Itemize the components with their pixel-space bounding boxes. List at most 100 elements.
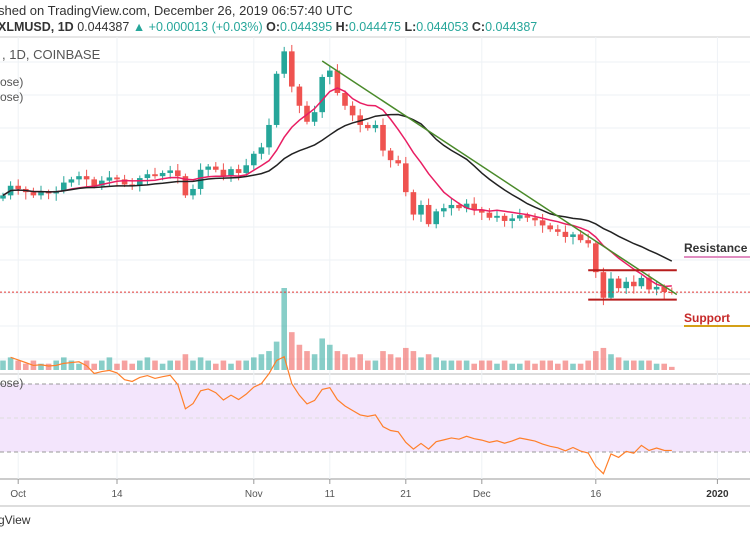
- volume-bar: [653, 363, 660, 370]
- candle-body: [114, 177, 120, 180]
- volume-bar: [372, 360, 379, 370]
- candle-body: [600, 272, 607, 298]
- volume-bar: [395, 357, 401, 370]
- volume-bar: [175, 360, 181, 370]
- candle-body: [243, 165, 249, 173]
- resistance-trendline: [321, 60, 678, 296]
- candle-body: [190, 188, 196, 196]
- volume-bar: [304, 351, 310, 370]
- volume-bar: [577, 363, 584, 370]
- volume-bar: [669, 366, 675, 370]
- volume-bar: [38, 363, 44, 370]
- candle-body: [182, 176, 189, 196]
- volume-bar: [365, 360, 371, 370]
- candle-body: [425, 204, 432, 225]
- candle-body: [577, 234, 584, 241]
- candle-body: [0, 195, 6, 199]
- candle-body: [266, 124, 272, 148]
- candle-body: [38, 192, 44, 196]
- candle-body: [593, 243, 599, 273]
- candle-body: [463, 203, 470, 209]
- volume-bar: [159, 363, 166, 370]
- candle-body: [228, 169, 234, 177]
- volume-bar: [570, 363, 576, 370]
- high-label: H:: [335, 20, 349, 34]
- volume-bar: [410, 351, 417, 370]
- volume-bar: [99, 360, 105, 370]
- volume-bar: [418, 357, 424, 370]
- volume-bar: [121, 360, 128, 370]
- candle-body: [372, 124, 379, 129]
- candle-body: [144, 174, 151, 179]
- x-tick-label: 16: [590, 489, 602, 500]
- volume-bar: [501, 360, 508, 370]
- low-value: 0.044053: [416, 20, 469, 34]
- candle-body: [342, 92, 348, 106]
- volume-bar: [296, 344, 303, 370]
- volume-bar: [608, 354, 614, 370]
- candle-body: [494, 215, 500, 218]
- candle-body: [91, 179, 97, 186]
- volume-bar: [197, 357, 204, 370]
- symbol-label: XLMUSD, 1D: [0, 20, 74, 34]
- sma-slow-line: [2, 113, 673, 262]
- candle-body: [365, 124, 371, 129]
- volume-bar: [281, 288, 287, 370]
- volume-bar: [479, 360, 485, 370]
- volume-bar: [182, 354, 189, 370]
- candle-body: [289, 51, 295, 87]
- x-tick-label: Nov: [244, 489, 263, 500]
- volume-bar: [456, 360, 462, 370]
- volume-bar: [585, 360, 591, 370]
- candle-body: [68, 179, 75, 183]
- candle-body: [638, 277, 645, 287]
- candle-body: [76, 176, 82, 180]
- volume-bar: [0, 360, 6, 370]
- volume-bar: [319, 338, 325, 370]
- volume-bar: [137, 360, 143, 370]
- candle-body: [45, 192, 52, 194]
- candle-body: [410, 192, 417, 215]
- support-label: Support: [684, 311, 730, 325]
- volume-bar: [190, 360, 196, 370]
- volume-bar: [547, 360, 553, 370]
- volume-bar: [638, 360, 645, 370]
- volume-bar: [114, 363, 120, 370]
- candle-body: [15, 185, 21, 189]
- candle-body: [456, 204, 462, 209]
- candle-body: [433, 211, 439, 225]
- candle-body: [448, 204, 455, 209]
- candle-body: [539, 220, 546, 226]
- volume-bar: [334, 351, 341, 370]
- change-value: ▲ +0.000013 (+0.03%): [132, 20, 263, 34]
- candle-body: [220, 169, 227, 177]
- volume-bar: [425, 354, 432, 370]
- published-caption: shed on TradingView.com, December 26, 20…: [0, 3, 353, 18]
- volume-bar: [45, 363, 52, 370]
- volume-bar: [243, 360, 249, 370]
- open-value: 0.044395: [280, 20, 333, 34]
- candle-body: [615, 278, 622, 289]
- candle-body: [349, 105, 356, 116]
- volume-bar: [441, 360, 447, 370]
- candle-body: [532, 217, 538, 221]
- volume-bar: [380, 351, 386, 370]
- candle-body: [319, 76, 325, 113]
- candle-body: [30, 192, 37, 196]
- candle-body: [311, 112, 318, 122]
- volume-bar: [433, 357, 439, 370]
- volume-bar: [387, 354, 394, 370]
- candle-body: [501, 215, 508, 221]
- candle-body: [585, 240, 591, 244]
- candle-body: [213, 166, 219, 170]
- volume-bar: [228, 363, 234, 370]
- volume-bar: [555, 363, 561, 370]
- candle-body: [205, 166, 211, 170]
- open-label: O:: [266, 20, 281, 34]
- volume-bar: [106, 357, 113, 370]
- x-tick-label: 14: [111, 489, 123, 500]
- volume-bar: [235, 360, 242, 370]
- volume-bar: [524, 360, 531, 370]
- volume-bar: [539, 360, 546, 370]
